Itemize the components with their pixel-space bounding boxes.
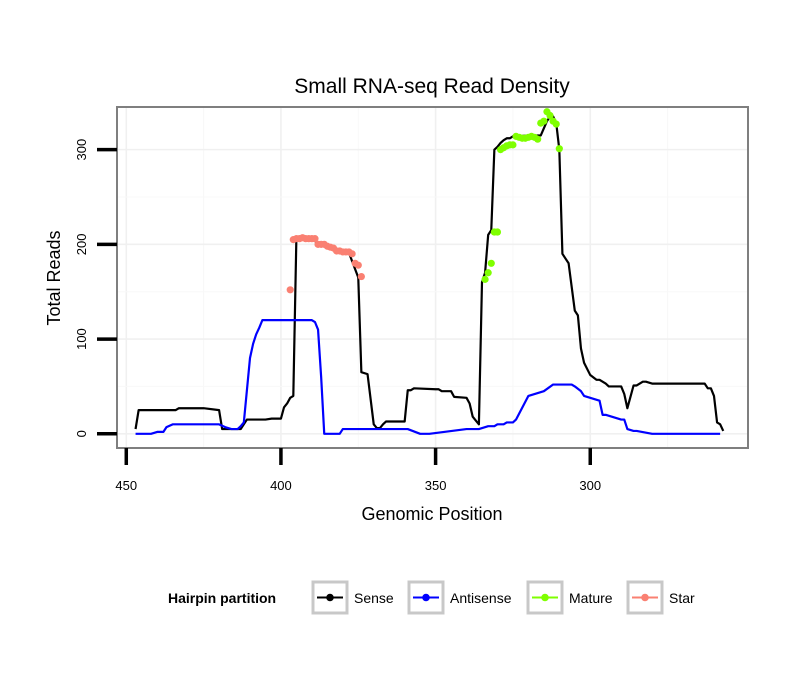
legend-key-point — [326, 593, 334, 602]
series-line-sense — [134, 115, 725, 432]
point-mature — [534, 135, 542, 143]
point-star — [311, 235, 319, 243]
point-mature — [555, 145, 563, 153]
point-mature — [487, 259, 495, 267]
chart-title-group: Small RNA-seq Read Density — [294, 75, 570, 98]
point-mature — [546, 111, 554, 120]
legend-key-point — [641, 593, 649, 602]
legend-item-antisense: Antisense — [407, 580, 512, 615]
series-layer — [134, 108, 725, 435]
y-axis-label: Total Reads — [44, 230, 64, 325]
point-mature — [552, 120, 560, 128]
legend-title: Hairpin partition — [168, 590, 276, 606]
legend-item-sense: Sense — [311, 580, 394, 615]
legend-label-sense: Sense — [354, 590, 394, 606]
legend-key-point — [541, 593, 549, 602]
point-mature — [484, 269, 492, 277]
legend: Hairpin partition Sense Antisense Mature Sta… — [168, 580, 695, 615]
plot-border — [116, 106, 749, 449]
legend-item-mature: Mature — [526, 580, 613, 615]
axes: 450 400 350 300 0 100 200 300 — [74, 139, 601, 493]
point-star — [357, 272, 365, 281]
point-mature — [540, 117, 548, 125]
y-tick-label: 200 — [74, 233, 89, 255]
point-star — [286, 286, 294, 294]
legend-item-star: Star — [626, 580, 695, 615]
x-axis-label: Genomic Position — [361, 504, 502, 524]
chart-title: Small RNA-seq Read Density — [294, 75, 570, 98]
x-tick-label: 350 — [425, 478, 447, 493]
legend-label-mature: Mature — [569, 590, 613, 606]
legend-key-point — [422, 593, 430, 602]
legend-label-antisense: Antisense — [450, 590, 512, 606]
y-tick-label: 100 — [74, 328, 89, 350]
point-mature — [493, 228, 502, 236]
point-mature — [509, 141, 517, 149]
y-tick-label: 300 — [74, 139, 89, 161]
point-mature — [481, 275, 489, 283]
point-star — [348, 250, 356, 258]
x-tick-label: 450 — [115, 478, 137, 493]
point-star — [354, 261, 362, 269]
x-tick-label: 300 — [579, 478, 601, 493]
y-tick-label: 0 — [74, 430, 89, 437]
plot-panel — [117, 107, 748, 448]
x-tick-label: 400 — [270, 478, 292, 493]
series-line-antisense — [135, 319, 721, 435]
legend-label-star: Star — [669, 590, 695, 606]
